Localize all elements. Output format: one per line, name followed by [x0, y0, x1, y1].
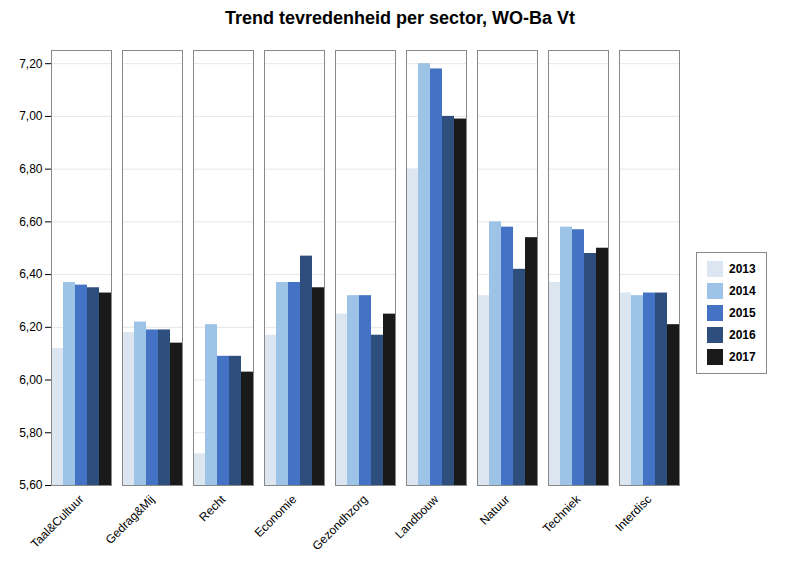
html-text:2016: 2016 [729, 327, 756, 342]
svg-text:5,80: 5,80 [19, 426, 43, 440]
svg-text:Landbouw: Landbouw [392, 492, 441, 541]
html-text:2017: 2017 [729, 349, 756, 364]
svg-text:6,40: 6,40 [19, 267, 43, 281]
html-text:2013: 2013 [729, 261, 756, 276]
svg-text:Taal&Cultuur: Taal&Cultuur [28, 492, 86, 550]
html-text:2015: 2015 [729, 305, 756, 320]
svg-text:Recht: Recht [196, 492, 229, 525]
svg-text:5,60: 5,60 [19, 478, 43, 492]
svg-text:6,00: 6,00 [19, 373, 43, 387]
svg-text:Economie: Economie [252, 492, 300, 540]
svg-text:6,80: 6,80 [19, 162, 43, 176]
svg-text:Natuur: Natuur [477, 492, 512, 527]
svg-text:7,00: 7,00 [19, 109, 43, 123]
svg-text:6,60: 6,60 [19, 215, 43, 229]
svg-text:Gezondhzorg: Gezondhzorg [309, 492, 370, 553]
svg-text:7,20: 7,20 [19, 57, 43, 71]
html-text:Trend tevredenheid per sector,: Trend tevredenheid per sector, WO-Ba Vt [225, 8, 575, 28]
svg-text:Techniek: Techniek [540, 492, 584, 536]
html-text:2014: 2014 [729, 283, 756, 298]
svg-text:Gedrag&Mij: Gedrag&Mij [103, 492, 158, 547]
svg-text:Interdisc: Interdisc [612, 492, 654, 534]
svg-text:6,20: 6,20 [19, 320, 43, 334]
